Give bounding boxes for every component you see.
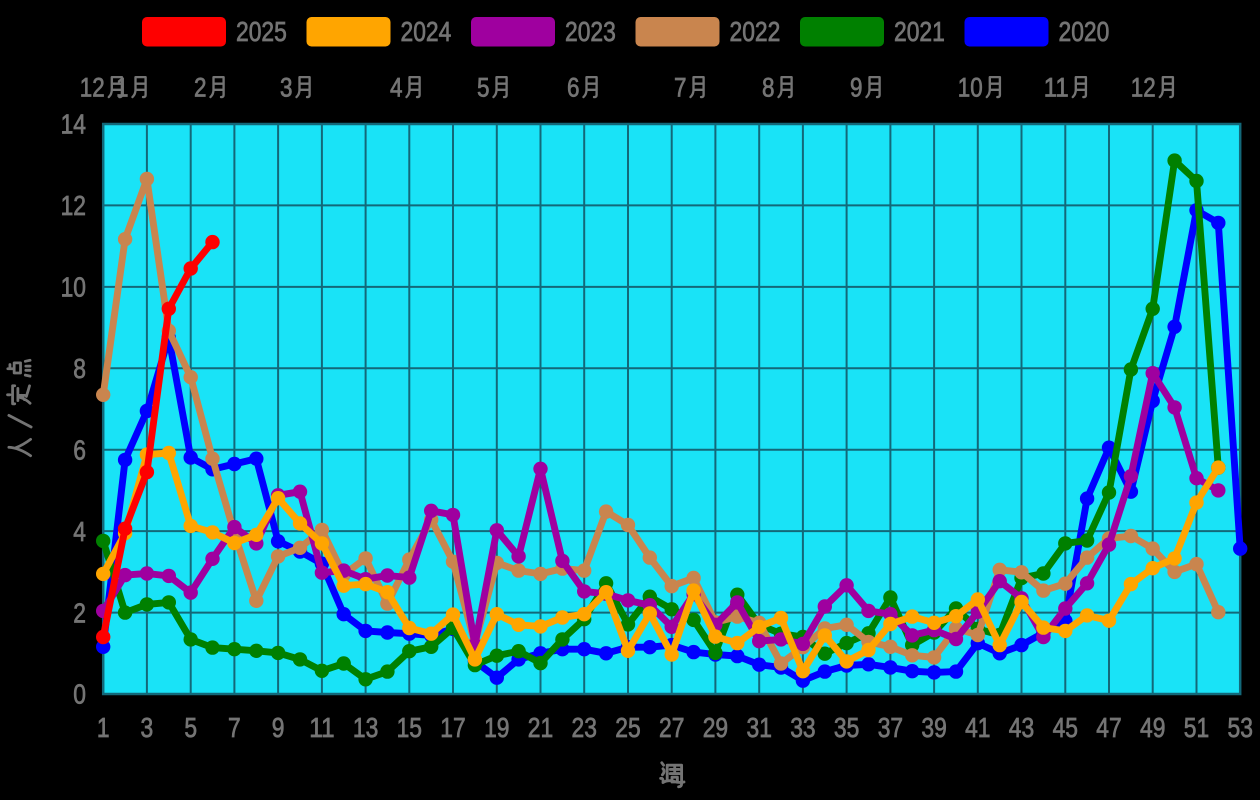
- svg-text:47: 47: [1096, 712, 1121, 743]
- svg-text:10: 10: [61, 272, 86, 303]
- svg-text:9: 9: [850, 73, 863, 103]
- svg-text:31: 31: [747, 712, 772, 743]
- svg-text:9: 9: [272, 712, 285, 743]
- svg-text:35: 35: [834, 712, 859, 743]
- svg-text:2022: 2022: [730, 16, 781, 47]
- svg-text:1: 1: [116, 73, 129, 103]
- svg-text:6: 6: [567, 73, 580, 103]
- svg-text:7: 7: [228, 712, 241, 743]
- svg-text:11: 11: [1044, 73, 1069, 103]
- svg-text:45: 45: [1053, 712, 1078, 743]
- svg-text:25: 25: [615, 712, 640, 743]
- svg-text:2: 2: [194, 73, 207, 103]
- svg-text:53: 53: [1228, 712, 1253, 743]
- svg-text:7: 7: [674, 73, 687, 103]
- svg-text:15: 15: [397, 712, 422, 743]
- svg-text:10: 10: [958, 73, 983, 103]
- svg-text:23: 23: [572, 712, 597, 743]
- svg-text:2020: 2020: [1059, 16, 1110, 47]
- svg-text:4: 4: [390, 73, 403, 103]
- svg-text:49: 49: [1140, 712, 1165, 743]
- svg-text:3: 3: [280, 73, 293, 103]
- svg-text:12: 12: [80, 73, 105, 103]
- svg-text:12: 12: [61, 190, 86, 221]
- svg-text:27: 27: [659, 712, 684, 743]
- svg-text:2024: 2024: [401, 16, 452, 47]
- svg-text:17: 17: [440, 712, 465, 743]
- svg-text:43: 43: [1009, 712, 1034, 743]
- svg-text:14: 14: [61, 109, 86, 140]
- svg-text:2025: 2025: [236, 16, 287, 47]
- svg-text:6: 6: [73, 434, 86, 465]
- svg-text:29: 29: [703, 712, 728, 743]
- svg-text:12: 12: [1131, 73, 1156, 103]
- svg-text:21: 21: [528, 712, 553, 743]
- svg-text:2023: 2023: [565, 16, 616, 47]
- svg-text:5: 5: [477, 73, 490, 103]
- svg-text:37: 37: [878, 712, 903, 743]
- svg-text:2021: 2021: [894, 16, 945, 47]
- svg-text:11: 11: [309, 712, 334, 743]
- svg-text:41: 41: [965, 712, 990, 743]
- svg-text:3: 3: [141, 712, 154, 743]
- svg-text:39: 39: [921, 712, 946, 743]
- svg-text:1: 1: [97, 712, 110, 743]
- svg-text:51: 51: [1184, 712, 1209, 743]
- svg-text:2: 2: [73, 597, 86, 628]
- svg-text:8: 8: [762, 73, 775, 103]
- svg-text:19: 19: [484, 712, 509, 743]
- svg-text:5: 5: [184, 712, 197, 743]
- svg-text:13: 13: [353, 712, 378, 743]
- svg-text:33: 33: [790, 712, 815, 743]
- svg-text:0: 0: [73, 679, 86, 710]
- svg-text:8: 8: [73, 353, 86, 384]
- svg-text:4: 4: [73, 516, 86, 547]
